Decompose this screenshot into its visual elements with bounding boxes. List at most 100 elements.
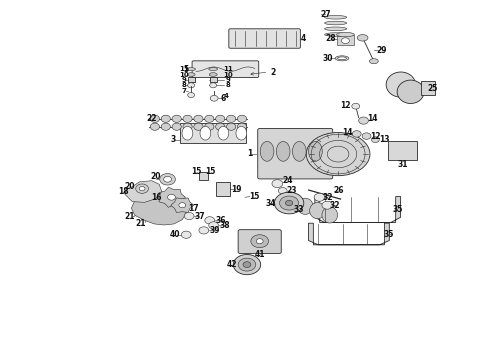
Circle shape bbox=[371, 137, 379, 143]
Text: 20: 20 bbox=[150, 172, 161, 181]
Circle shape bbox=[139, 186, 145, 191]
Text: 3: 3 bbox=[170, 135, 175, 144]
Text: 41: 41 bbox=[254, 251, 265, 259]
Text: 34: 34 bbox=[265, 199, 276, 207]
Text: 37: 37 bbox=[195, 212, 205, 220]
Ellipse shape bbox=[187, 68, 196, 71]
Text: 7: 7 bbox=[181, 88, 186, 94]
Text: 10: 10 bbox=[179, 72, 189, 77]
Text: 14: 14 bbox=[342, 128, 352, 137]
Bar bbox=[216, 182, 230, 196]
Circle shape bbox=[238, 258, 256, 271]
Text: 22: 22 bbox=[147, 114, 157, 123]
Bar bbox=[180, 123, 246, 143]
Text: 31: 31 bbox=[397, 160, 408, 169]
Text: 20: 20 bbox=[124, 182, 135, 191]
FancyBboxPatch shape bbox=[229, 29, 300, 48]
Circle shape bbox=[285, 200, 293, 206]
Text: 39: 39 bbox=[209, 226, 220, 235]
Text: 23: 23 bbox=[286, 186, 297, 195]
Ellipse shape bbox=[325, 15, 347, 19]
FancyBboxPatch shape bbox=[238, 230, 281, 253]
Ellipse shape bbox=[161, 115, 171, 122]
Text: 4: 4 bbox=[301, 34, 306, 43]
Text: 18: 18 bbox=[118, 187, 129, 196]
Ellipse shape bbox=[325, 21, 347, 25]
Ellipse shape bbox=[310, 202, 325, 219]
Text: 13: 13 bbox=[379, 135, 390, 144]
Text: 35: 35 bbox=[383, 230, 394, 239]
Text: 21: 21 bbox=[136, 219, 147, 228]
Ellipse shape bbox=[237, 123, 246, 130]
Text: 28: 28 bbox=[325, 35, 336, 44]
Polygon shape bbox=[308, 223, 389, 245]
Ellipse shape bbox=[183, 123, 192, 130]
Ellipse shape bbox=[325, 33, 347, 36]
Ellipse shape bbox=[216, 123, 225, 130]
Ellipse shape bbox=[325, 27, 347, 31]
Text: 4: 4 bbox=[224, 93, 229, 99]
Ellipse shape bbox=[150, 115, 160, 122]
Text: 6: 6 bbox=[220, 94, 225, 103]
Circle shape bbox=[210, 95, 218, 101]
Ellipse shape bbox=[205, 115, 214, 122]
Circle shape bbox=[362, 133, 371, 139]
Circle shape bbox=[199, 227, 209, 234]
Text: 32: 32 bbox=[322, 193, 333, 202]
Ellipse shape bbox=[194, 115, 203, 122]
Text: 15: 15 bbox=[249, 192, 260, 201]
Text: 33: 33 bbox=[294, 205, 304, 215]
Bar bbox=[199, 172, 208, 180]
Ellipse shape bbox=[297, 198, 313, 215]
Text: 38: 38 bbox=[219, 221, 230, 230]
Ellipse shape bbox=[150, 123, 160, 130]
Ellipse shape bbox=[200, 126, 211, 140]
Text: 16: 16 bbox=[151, 193, 162, 202]
Circle shape bbox=[160, 174, 175, 185]
Text: 15: 15 bbox=[205, 166, 216, 176]
Ellipse shape bbox=[218, 126, 229, 140]
Text: 32: 32 bbox=[330, 201, 341, 210]
Circle shape bbox=[188, 83, 195, 88]
Ellipse shape bbox=[182, 126, 193, 140]
Circle shape bbox=[181, 231, 191, 238]
Circle shape bbox=[342, 38, 349, 44]
Text: 12: 12 bbox=[370, 132, 381, 141]
Ellipse shape bbox=[236, 126, 247, 140]
Ellipse shape bbox=[338, 57, 346, 60]
FancyBboxPatch shape bbox=[192, 61, 259, 77]
Text: 17: 17 bbox=[188, 204, 198, 213]
Polygon shape bbox=[337, 35, 354, 45]
Text: 11: 11 bbox=[179, 66, 189, 72]
Circle shape bbox=[278, 188, 287, 194]
Circle shape bbox=[251, 235, 269, 248]
Circle shape bbox=[352, 131, 361, 137]
Text: 24: 24 bbox=[282, 176, 293, 185]
Text: 12: 12 bbox=[340, 100, 350, 109]
Text: 19: 19 bbox=[231, 185, 242, 194]
Polygon shape bbox=[171, 198, 194, 212]
Ellipse shape bbox=[194, 123, 203, 130]
Text: 8: 8 bbox=[181, 82, 186, 88]
Text: 9: 9 bbox=[225, 77, 230, 83]
Text: 35: 35 bbox=[392, 205, 403, 214]
Ellipse shape bbox=[237, 115, 246, 122]
Ellipse shape bbox=[260, 141, 274, 161]
Ellipse shape bbox=[306, 132, 370, 176]
Text: 15: 15 bbox=[191, 166, 201, 176]
Ellipse shape bbox=[309, 141, 322, 161]
Ellipse shape bbox=[161, 123, 171, 130]
Circle shape bbox=[205, 217, 215, 224]
Text: 25: 25 bbox=[427, 84, 438, 93]
Circle shape bbox=[322, 201, 333, 209]
Ellipse shape bbox=[357, 35, 368, 41]
Bar bbox=[421, 81, 435, 95]
Bar bbox=[210, 77, 217, 82]
Text: 8: 8 bbox=[225, 82, 230, 88]
Text: 2: 2 bbox=[270, 68, 275, 77]
Ellipse shape bbox=[226, 123, 236, 130]
Circle shape bbox=[359, 117, 368, 124]
Polygon shape bbox=[315, 197, 401, 222]
Polygon shape bbox=[131, 192, 186, 225]
Text: 42: 42 bbox=[227, 260, 238, 269]
